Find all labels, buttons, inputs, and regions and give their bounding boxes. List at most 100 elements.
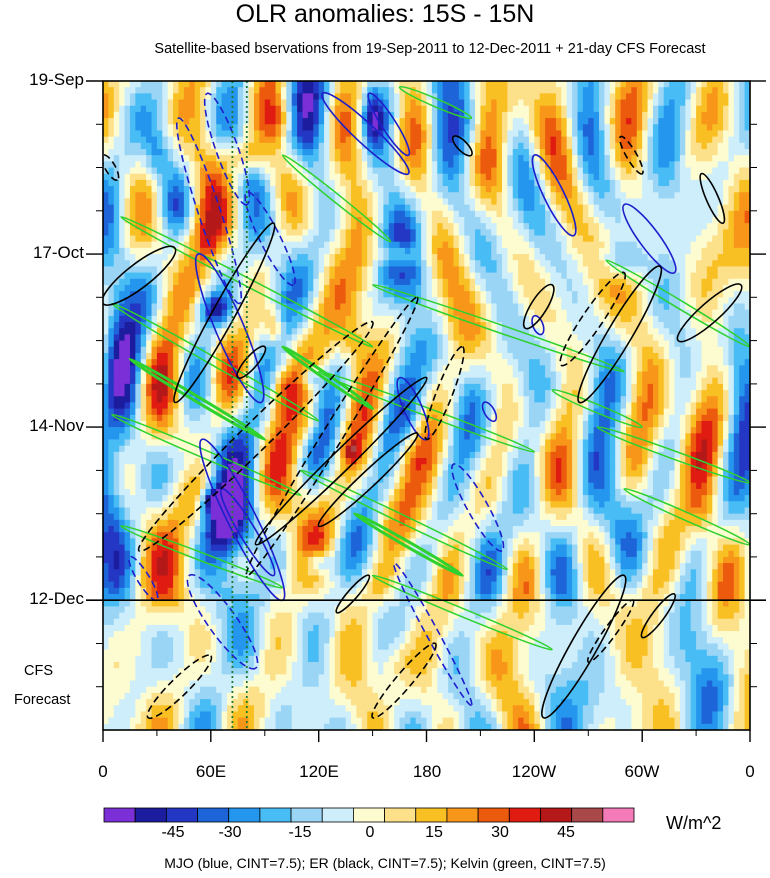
heatmap-cell [232, 328, 239, 336]
heatmap-cell [733, 297, 740, 305]
heatmap-cell [367, 322, 374, 329]
heatmap-cell [528, 148, 535, 156]
heatmap-cell [615, 235, 622, 243]
heatmap-cell [555, 161, 562, 169]
heatmap-cell [113, 124, 120, 132]
heatmap-cell [286, 260, 293, 268]
heatmap-cell [270, 148, 277, 156]
heatmap-cell [480, 334, 487, 342]
heatmap-cell [669, 216, 676, 224]
heatmap-cell [291, 87, 298, 94]
heatmap-cell [674, 93, 681, 101]
heatmap-cell [625, 204, 632, 212]
heatmap-cell [464, 272, 471, 280]
heatmap-cell [259, 204, 266, 212]
heatmap-cell [701, 297, 708, 305]
heatmap-cell [534, 87, 541, 94]
heatmap-cell [609, 210, 616, 218]
heatmap-cell [679, 266, 686, 274]
heatmap-cell [663, 328, 670, 336]
heatmap-cell [383, 235, 390, 243]
heatmap-cell [663, 124, 670, 132]
heatmap-cell [108, 87, 115, 94]
heatmap-cell [243, 87, 250, 94]
heatmap-cell [399, 99, 406, 107]
heatmap-cell [739, 93, 746, 101]
heatmap-cell [491, 167, 498, 175]
heatmap-cell [361, 309, 368, 317]
heatmap-cell [534, 322, 541, 329]
heatmap-cell [523, 247, 530, 255]
heatmap-cell [275, 223, 282, 230]
heatmap-cell [534, 216, 541, 224]
heatmap-cell [480, 204, 487, 212]
heatmap-cell [464, 328, 471, 336]
heatmap-cell [205, 161, 212, 169]
heatmap-cell [227, 198, 233, 206]
heatmap-cell [361, 93, 368, 101]
heatmap-cell [351, 278, 358, 286]
heatmap-cell [501, 124, 508, 132]
heatmap-cell [345, 111, 352, 119]
heatmap-cell [453, 278, 460, 286]
heatmap-cell [183, 247, 190, 255]
heatmap-cell [237, 130, 244, 138]
heatmap-cell [361, 136, 368, 144]
heatmap-cell [652, 179, 659, 187]
heatmap-cell [253, 328, 260, 336]
heatmap-cell [178, 315, 185, 323]
heatmap-cell [550, 179, 557, 187]
heatmap-cell [383, 315, 390, 323]
heatmap-cell [119, 291, 126, 298]
heatmap-cell [415, 216, 422, 224]
heatmap-cell [216, 266, 223, 274]
heatmap-cell [723, 297, 730, 305]
heatmap-cell [663, 198, 670, 206]
heatmap-cell [431, 278, 438, 286]
heatmap-cell [248, 179, 255, 187]
heatmap-cell [404, 322, 411, 329]
heatmap-cell [507, 328, 514, 336]
heatmap-cell [291, 334, 298, 342]
heatmap-cell [119, 235, 126, 243]
heatmap-cell [124, 254, 131, 261]
heatmap-cell [625, 118, 632, 125]
heatmap-cell [469, 81, 476, 88]
heatmap-cell [119, 198, 126, 206]
heatmap-cell [696, 167, 703, 175]
heatmap-cell [636, 297, 643, 305]
heatmap-cell [545, 186, 552, 193]
heatmap-cell [340, 198, 347, 206]
heatmap-cell [227, 241, 233, 249]
heatmap-cell [555, 99, 562, 107]
heatmap-cell [189, 328, 196, 336]
heatmap-cell [582, 142, 589, 150]
heatmap-cell [615, 192, 622, 200]
heatmap-cell [599, 266, 606, 274]
heatmap-cell [302, 204, 309, 212]
heatmap-cell [351, 155, 358, 162]
heatmap-cell [566, 111, 573, 119]
heatmap-cell [453, 235, 460, 243]
heatmap-cell [200, 186, 207, 193]
heatmap-cell [458, 328, 465, 336]
heatmap-cell [501, 266, 508, 274]
heatmap-cell [507, 241, 514, 249]
heatmap-cell [286, 148, 293, 156]
heatmap-cell [582, 266, 589, 274]
heatmap-cell [345, 173, 352, 181]
heatmap-cell [361, 266, 368, 274]
heatmap-cell [243, 315, 250, 323]
heatmap-cell [685, 105, 692, 113]
heatmap-cell [480, 155, 487, 162]
heatmap-cell [103, 161, 109, 169]
heatmap-cell [669, 223, 676, 230]
heatmap-cell [545, 309, 552, 317]
heatmap-cell [259, 254, 266, 261]
heatmap-cell [167, 322, 174, 329]
heatmap-cell [140, 198, 147, 206]
heatmap-cell [237, 241, 244, 249]
heatmap-cell [620, 328, 627, 336]
heatmap-cell [318, 87, 325, 94]
heatmap-cell [394, 87, 401, 94]
